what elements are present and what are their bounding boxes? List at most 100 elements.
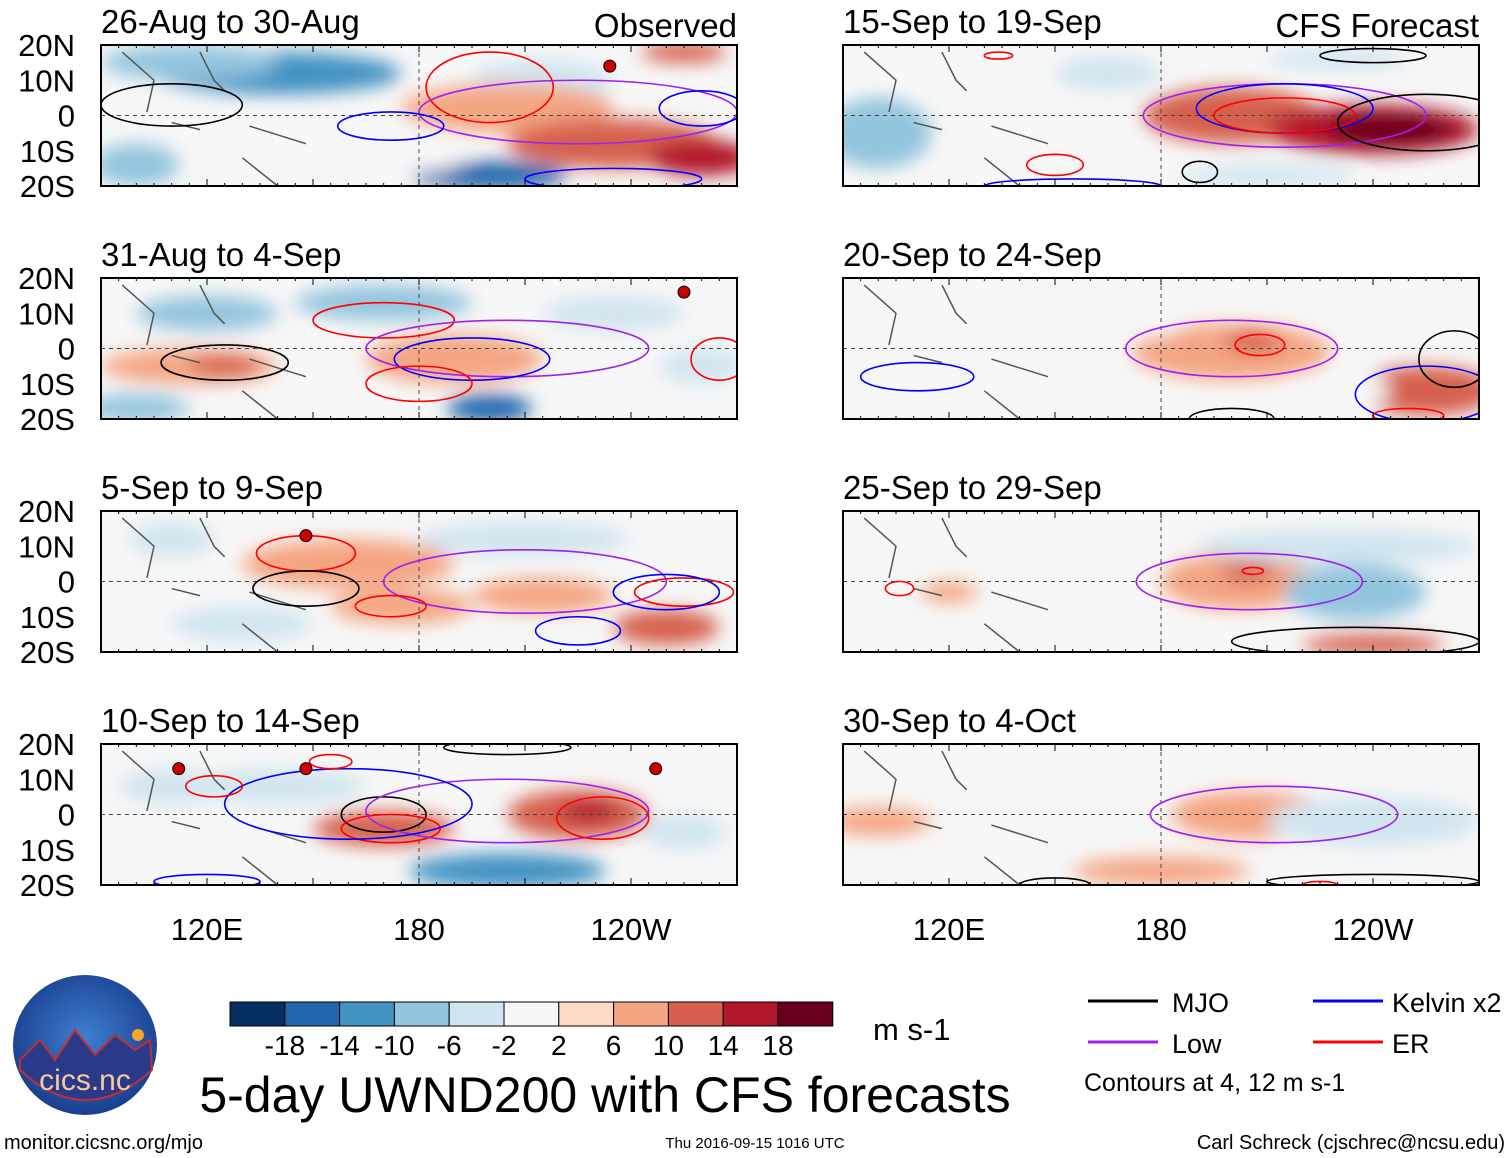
colorbar-tick: -10	[374, 1030, 414, 1061]
coastline	[121, 750, 307, 885]
coastline	[863, 284, 1049, 419]
logo-text: cics.nc	[39, 1064, 131, 1097]
colorbar-swatch	[613, 1001, 669, 1027]
contour-mjo	[1018, 877, 1092, 885]
panel-title: 26-Aug to 30-Aug	[101, 3, 360, 40]
wind-anomaly-blob	[613, 609, 720, 645]
panel-title: 5-Sep to 9-Sep	[101, 469, 323, 506]
tropical-cyclone-icon	[299, 762, 313, 776]
lon-tick-label: 120E	[913, 912, 985, 947]
wind-anomaly-blob	[401, 83, 614, 134]
lat-tick-label: 20N	[18, 727, 75, 762]
lat-tick-label: 10S	[20, 134, 75, 169]
panel-title: 31-Aug to 4-Sep	[101, 236, 341, 273]
colorbar-tick: 6	[606, 1030, 622, 1061]
contour-er	[633, 577, 735, 607]
colorbar: -18 -14 -10 -6 -2 2 6 10 14 18	[229, 1001, 834, 1061]
wind-anomaly-blob	[659, 348, 737, 384]
colorbar-tick: -2	[492, 1030, 517, 1061]
lat-tick-label: 10S	[20, 600, 75, 635]
panel-title: 20-Sep to 24-Sep	[843, 236, 1102, 273]
legend-label-mjo: MJO	[1172, 988, 1229, 1018]
wind-anomaly-blob	[1224, 330, 1282, 353]
footer-url: monitor.cicsnc.org/mjo	[4, 1132, 203, 1154]
wind-anomaly-blob	[447, 394, 533, 419]
lat-tick-label: 10N	[18, 63, 75, 98]
lon-tick-label: 120W	[1333, 912, 1415, 947]
wind-anomaly-blob	[1267, 796, 1479, 847]
wind-anomaly-blob	[1072, 856, 1250, 885]
wind-anomaly-blob	[1284, 373, 1391, 409]
wind-anomaly-blob	[129, 521, 215, 557]
lat-tick-label: 10N	[18, 529, 75, 564]
wind-anomaly-blob	[641, 814, 727, 850]
contour-kelvin	[393, 337, 551, 382]
map-panel: 26-Aug to 30-Aug	[100, 3, 738, 187]
column-label-forecast: CFS Forecast	[1275, 7, 1479, 44]
panel-title: 10-Sep to 14-Sep	[101, 702, 360, 739]
wind-anomaly-blob	[101, 394, 190, 419]
lat-tick-label: 20N	[18, 28, 75, 63]
contour-kelvin	[524, 167, 703, 186]
contour-er	[340, 813, 441, 844]
footer-timestamp: Thu 2016-09-15 1016 UTC	[665, 1135, 844, 1152]
wind-anomaly-blob	[118, 768, 225, 804]
colorbar-swatch	[503, 1001, 560, 1027]
colorbar-tick: 10	[653, 1030, 684, 1061]
lat-tick-label: 20S	[20, 868, 75, 903]
footer-author: Carl Schreck (cjschrec@ncsu.edu)	[1197, 1132, 1505, 1154]
tropical-cyclone-icon	[649, 762, 663, 776]
wind-anomaly-blob	[1100, 302, 1186, 338]
panel-title: 15-Sep to 19-Sep	[843, 3, 1102, 40]
lon-tick-label: 120W	[591, 912, 673, 947]
map-panel: 20-Sep to 24-Sep	[842, 236, 1480, 420]
map-panel: 25-Sep to 29-Sep	[842, 469, 1480, 653]
wind-anomaly-blob	[1302, 634, 1444, 652]
contour-kelvin	[612, 573, 721, 611]
wind-anomaly-blob	[472, 577, 614, 614]
colorbar-tick: -14	[319, 1030, 359, 1061]
wind-anomaly-blob	[101, 143, 179, 186]
lat-tick-label: 20N	[18, 494, 75, 529]
contour-mjo	[1181, 160, 1219, 184]
colorbar-swatch	[722, 1001, 779, 1027]
tropical-cyclone-icon	[172, 762, 186, 776]
lat-tick-label: 0	[58, 565, 75, 600]
colorbar-tick: 2	[551, 1030, 567, 1061]
contour-kelvin	[1354, 365, 1479, 419]
lon-tick-label: 120E	[171, 912, 243, 947]
contour-mjo	[1418, 330, 1479, 389]
wind-anomaly-blob	[1267, 48, 1409, 70]
wind-anomaly-blob	[189, 355, 260, 377]
contour-kelvin	[658, 90, 737, 127]
contour-mjo	[340, 796, 427, 833]
wind-anomaly-blob	[1221, 560, 1278, 582]
legend: MJO Kelvin x2 Low ER Contours at 4, 12 m…	[1084, 988, 1502, 1097]
axes-labels: 20N10N010S20S20N10N010S20S20N10N010S20S2…	[18, 28, 1414, 947]
wind-anomaly-blob	[648, 140, 737, 176]
wind-anomaly-blob	[1196, 528, 1479, 564]
wind-anomaly-blob	[101, 45, 278, 81]
colorbar-tick: 14	[708, 1030, 739, 1061]
wind-anomaly-blob	[641, 45, 727, 63]
wind-anomaly-blob	[1178, 164, 1356, 186]
colorbar-tick: -18	[265, 1030, 305, 1061]
contour-low	[365, 778, 650, 844]
contour-kelvin	[534, 615, 622, 646]
lat-tick-label: 0	[58, 798, 75, 833]
figure-title: 5-day UWND200 with CFS forecasts	[199, 1067, 1010, 1123]
map-panels: 26-Aug to 30-Aug 31-Aug to 4-Sep 5-Sep to …	[100, 3, 1480, 886]
map-panel: 30-Sep to 4-Oct	[842, 702, 1480, 886]
column-label-observed: Observed	[594, 7, 737, 44]
wind-anomaly-blob	[419, 521, 631, 557]
coastline	[121, 517, 307, 652]
legend-note: Contours at 4, 12 m s-1	[1084, 1069, 1345, 1097]
lat-tick-label: 20N	[18, 261, 75, 296]
contour-er	[1234, 333, 1286, 357]
contour-low	[1149, 785, 1399, 844]
map-panel: 15-Sep to 19-Sep	[842, 3, 1480, 187]
contour-er	[555, 796, 650, 840]
coastline	[121, 284, 307, 419]
coastline	[863, 51, 1049, 186]
